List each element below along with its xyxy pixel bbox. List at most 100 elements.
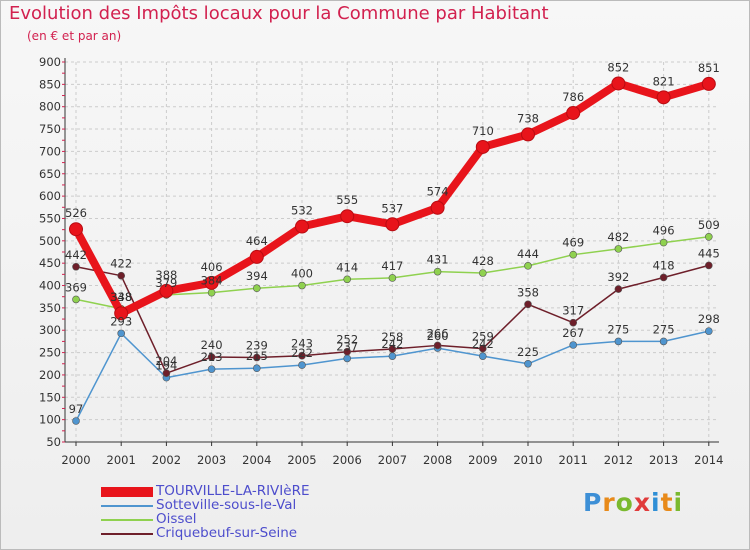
grid bbox=[65, 61, 719, 443]
data-point bbox=[478, 352, 487, 360]
data-point bbox=[114, 306, 129, 321]
data-point bbox=[524, 359, 532, 368]
data-point bbox=[343, 347, 352, 356]
data-label: 431 bbox=[427, 253, 449, 267]
data-point bbox=[614, 285, 623, 293]
data-point bbox=[298, 351, 306, 360]
data-point bbox=[117, 329, 125, 338]
data-point bbox=[340, 209, 355, 224]
data-point bbox=[207, 288, 216, 297]
x-tick-label: 2011 bbox=[559, 453, 588, 467]
data-labels: 526 338 388 406 464 532 555 537 574 710 738 786 852 8… bbox=[65, 60, 720, 416]
data-point bbox=[433, 341, 442, 350]
legend-swatch bbox=[101, 505, 153, 507]
legend-label: TOURVILLE-LA-RIVIèRE bbox=[156, 483, 310, 499]
x-tick-label: 2004 bbox=[242, 453, 271, 467]
data-point bbox=[478, 344, 487, 353]
data-label: 266 bbox=[427, 326, 449, 340]
legend: TOURVILLE-LA-RIVIèRE Sotteville-sous-le-… bbox=[101, 483, 381, 541]
data-label: 392 bbox=[607, 270, 629, 284]
data-label: 237 bbox=[336, 339, 358, 353]
data-label: 821 bbox=[653, 74, 675, 88]
data-label: 710 bbox=[472, 124, 494, 138]
data-label: 422 bbox=[110, 257, 132, 271]
chart-subtitle: (en € et par an) bbox=[27, 29, 122, 43]
data-point bbox=[253, 284, 261, 293]
legend-item: Oissel bbox=[101, 511, 381, 527]
data-label: 532 bbox=[291, 204, 313, 218]
data-point bbox=[204, 275, 219, 290]
data-label: 358 bbox=[517, 285, 539, 299]
legend-item: TOURVILLE-LA-RIVIèRE bbox=[101, 483, 381, 499]
data-point bbox=[704, 233, 713, 241]
data-label: 259 bbox=[472, 330, 494, 344]
data-label: 194 bbox=[155, 359, 177, 373]
data-point bbox=[433, 267, 442, 276]
x-tick-label: 2008 bbox=[423, 453, 452, 467]
data-label: 414 bbox=[336, 260, 358, 274]
data-label: 275 bbox=[653, 322, 675, 336]
data-label: 464 bbox=[246, 234, 268, 248]
data-label: 482 bbox=[607, 230, 629, 244]
data-point bbox=[162, 369, 171, 377]
data-point bbox=[524, 262, 532, 270]
data-point bbox=[478, 269, 487, 277]
data-point bbox=[569, 250, 578, 259]
x-tick-label: 2006 bbox=[333, 453, 362, 467]
proxiti-logo: Proxiti bbox=[583, 488, 684, 517]
y-tick-label: 500 bbox=[39, 234, 61, 248]
data-point bbox=[249, 249, 264, 264]
x-tick-label: 2001 bbox=[107, 453, 136, 467]
y-tick-label: 850 bbox=[39, 77, 61, 91]
data-point bbox=[659, 238, 668, 247]
y-tick-label: 200 bbox=[39, 368, 61, 382]
data-point bbox=[388, 352, 397, 360]
x-tick-label: 2010 bbox=[513, 453, 542, 467]
data-label: 222 bbox=[291, 346, 313, 360]
data-point bbox=[656, 90, 671, 105]
data-label: 213 bbox=[201, 350, 223, 364]
axes: 50 100 150 200 250 300 350 400 450 500 550 600 650 70… bbox=[39, 55, 723, 467]
data-label: 338 bbox=[110, 290, 132, 304]
x-tick-label: 2000 bbox=[61, 453, 90, 467]
data-point bbox=[704, 261, 713, 270]
legend-label: Sotteville-sous-le-Val bbox=[156, 497, 297, 513]
data-point bbox=[569, 341, 578, 349]
data-label: 204 bbox=[155, 354, 177, 368]
x-tick-label: 2013 bbox=[649, 453, 678, 467]
data-point bbox=[298, 361, 306, 369]
data-point bbox=[343, 275, 352, 284]
data-label: 225 bbox=[517, 345, 539, 359]
data-point bbox=[430, 200, 445, 215]
data-label: 537 bbox=[381, 201, 403, 215]
data-point bbox=[343, 354, 352, 363]
data-label: 418 bbox=[653, 258, 675, 272]
data-label: 348 bbox=[110, 290, 132, 304]
y-tick-label: 150 bbox=[39, 390, 61, 404]
y-tick-label: 650 bbox=[39, 167, 61, 181]
data-point bbox=[72, 262, 80, 271]
y-tick-label: 350 bbox=[39, 301, 61, 315]
legend-label: Oissel bbox=[156, 511, 197, 527]
x-tick-label: 2002 bbox=[152, 453, 181, 467]
legend-item: Criquebeuf-sur-Seine bbox=[101, 525, 381, 541]
x-tick-label: 2012 bbox=[604, 453, 633, 467]
y-tick-label: 250 bbox=[39, 346, 61, 360]
data-label: 258 bbox=[381, 330, 403, 344]
data-point bbox=[614, 245, 623, 253]
data-label: 574 bbox=[427, 185, 449, 199]
y-tick-label: 800 bbox=[39, 100, 61, 114]
data-point bbox=[569, 318, 578, 327]
x-tick-label: 2005 bbox=[287, 453, 316, 467]
data-label: 298 bbox=[698, 312, 720, 326]
data-point bbox=[207, 365, 216, 373]
legend-label: Criquebeuf-sur-Seine bbox=[156, 525, 298, 541]
legend-item: Sotteville-sous-le-Val bbox=[101, 497, 381, 513]
data-label: 496 bbox=[653, 224, 675, 238]
data-point bbox=[388, 345, 397, 353]
data-point bbox=[117, 271, 125, 280]
data-label: 317 bbox=[562, 304, 584, 318]
data-point bbox=[72, 295, 80, 304]
data-label: 243 bbox=[291, 337, 313, 351]
